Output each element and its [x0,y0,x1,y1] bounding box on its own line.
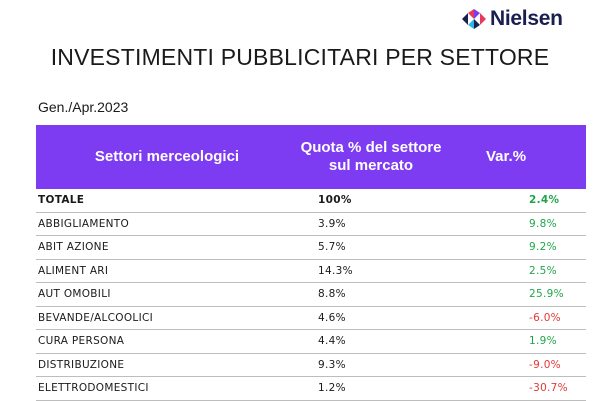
table-row: BEVANDE/ALCOOLICI 4.6% -6.0% [36,306,586,330]
variation-cell: -9.0% [444,353,586,377]
table-row: ABIT AZIONE 5.7% 9.2% [36,235,586,260]
variation-cell: 9.8% [444,212,586,236]
sector-name-cell: DISTRIBUZIONE [36,353,298,377]
market-share-cell: 3.9% [298,212,444,236]
nielsen-logo-mark-icon [462,9,486,29]
variation-cell: 9.2% [444,235,586,260]
market-share-cell: 14.3% [298,259,444,283]
market-share-cell: 4.4% [298,329,444,354]
sector-name-cell: BEVANDE/ALCOOLICI [36,306,298,330]
sector-name-cell: AUT OMOBILI [36,282,298,307]
market-share-cell: 9.3% [298,353,444,377]
table-row: ELETTRODOMESTICI 1.2% -30.7% [36,376,586,401]
nielsen-logo: Nielsen [462,7,563,31]
table-row: AUT OMOBILI 8.8% 25.9% [36,282,586,307]
table-row: CURA PERSONA 4.4% 1.9% [36,329,586,354]
market-share-cell: 5.7% [298,235,444,260]
brand-name: Nielsen [490,7,563,30]
sector-name-cell: ABIT AZIONE [36,235,298,260]
column-header-quota: Quota % del settore sul mercato [298,125,444,189]
variation-cell: 1.9% [444,329,586,354]
market-share-cell: 4.6% [298,306,444,330]
market-share-cell: 1.2% [298,376,444,401]
variation-cell: -6.0% [444,306,586,330]
column-header-sector: Settori merceologici [36,125,298,189]
variation-cell: 25.9% [444,282,586,307]
table-row: ABBIGLIAMENTO 3.9% 9.8% [36,212,586,236]
variation-cell: -30.7% [444,376,586,401]
sector-name-cell: TOTALE [36,189,298,213]
page-title: INVESTIMENTI PUBBLICITARI PER SETTORE [50,44,550,70]
period-label: Gen./Apr.2023 [38,99,129,115]
sector-name-cell: ABBIGLIAMENTO [36,212,298,236]
table-body: TOTALE 100% 2.4% ABBIGLIAMENTO 3.9% 9.8% ABIT … [36,189,586,401]
table-header: Settori merceologici Quota % del settore… [36,125,586,189]
column-header-variation: Var.% [444,125,586,189]
sector-investment-table: Settori merceologici Quota % del settore… [36,125,586,401]
variation-cell: 2.4% [444,189,586,213]
variation-cell: 2.5% [444,259,586,283]
sector-name-cell: ALIMENT ARI [36,259,298,283]
market-share-cell: 8.8% [298,282,444,307]
sector-name-cell: CURA PERSONA [36,329,298,354]
table-header-row: Settori merceologici Quota % del settore… [36,125,586,189]
table-row: DISTRIBUZIONE 9.3% -9.0% [36,353,586,377]
table-row: ALIMENT ARI 14.3% 2.5% [36,259,586,283]
sector-name-cell: ELETTRODOMESTICI [36,376,298,401]
market-share-cell: 100% [298,189,444,213]
table-row-total: TOTALE 100% 2.4% [36,189,586,213]
